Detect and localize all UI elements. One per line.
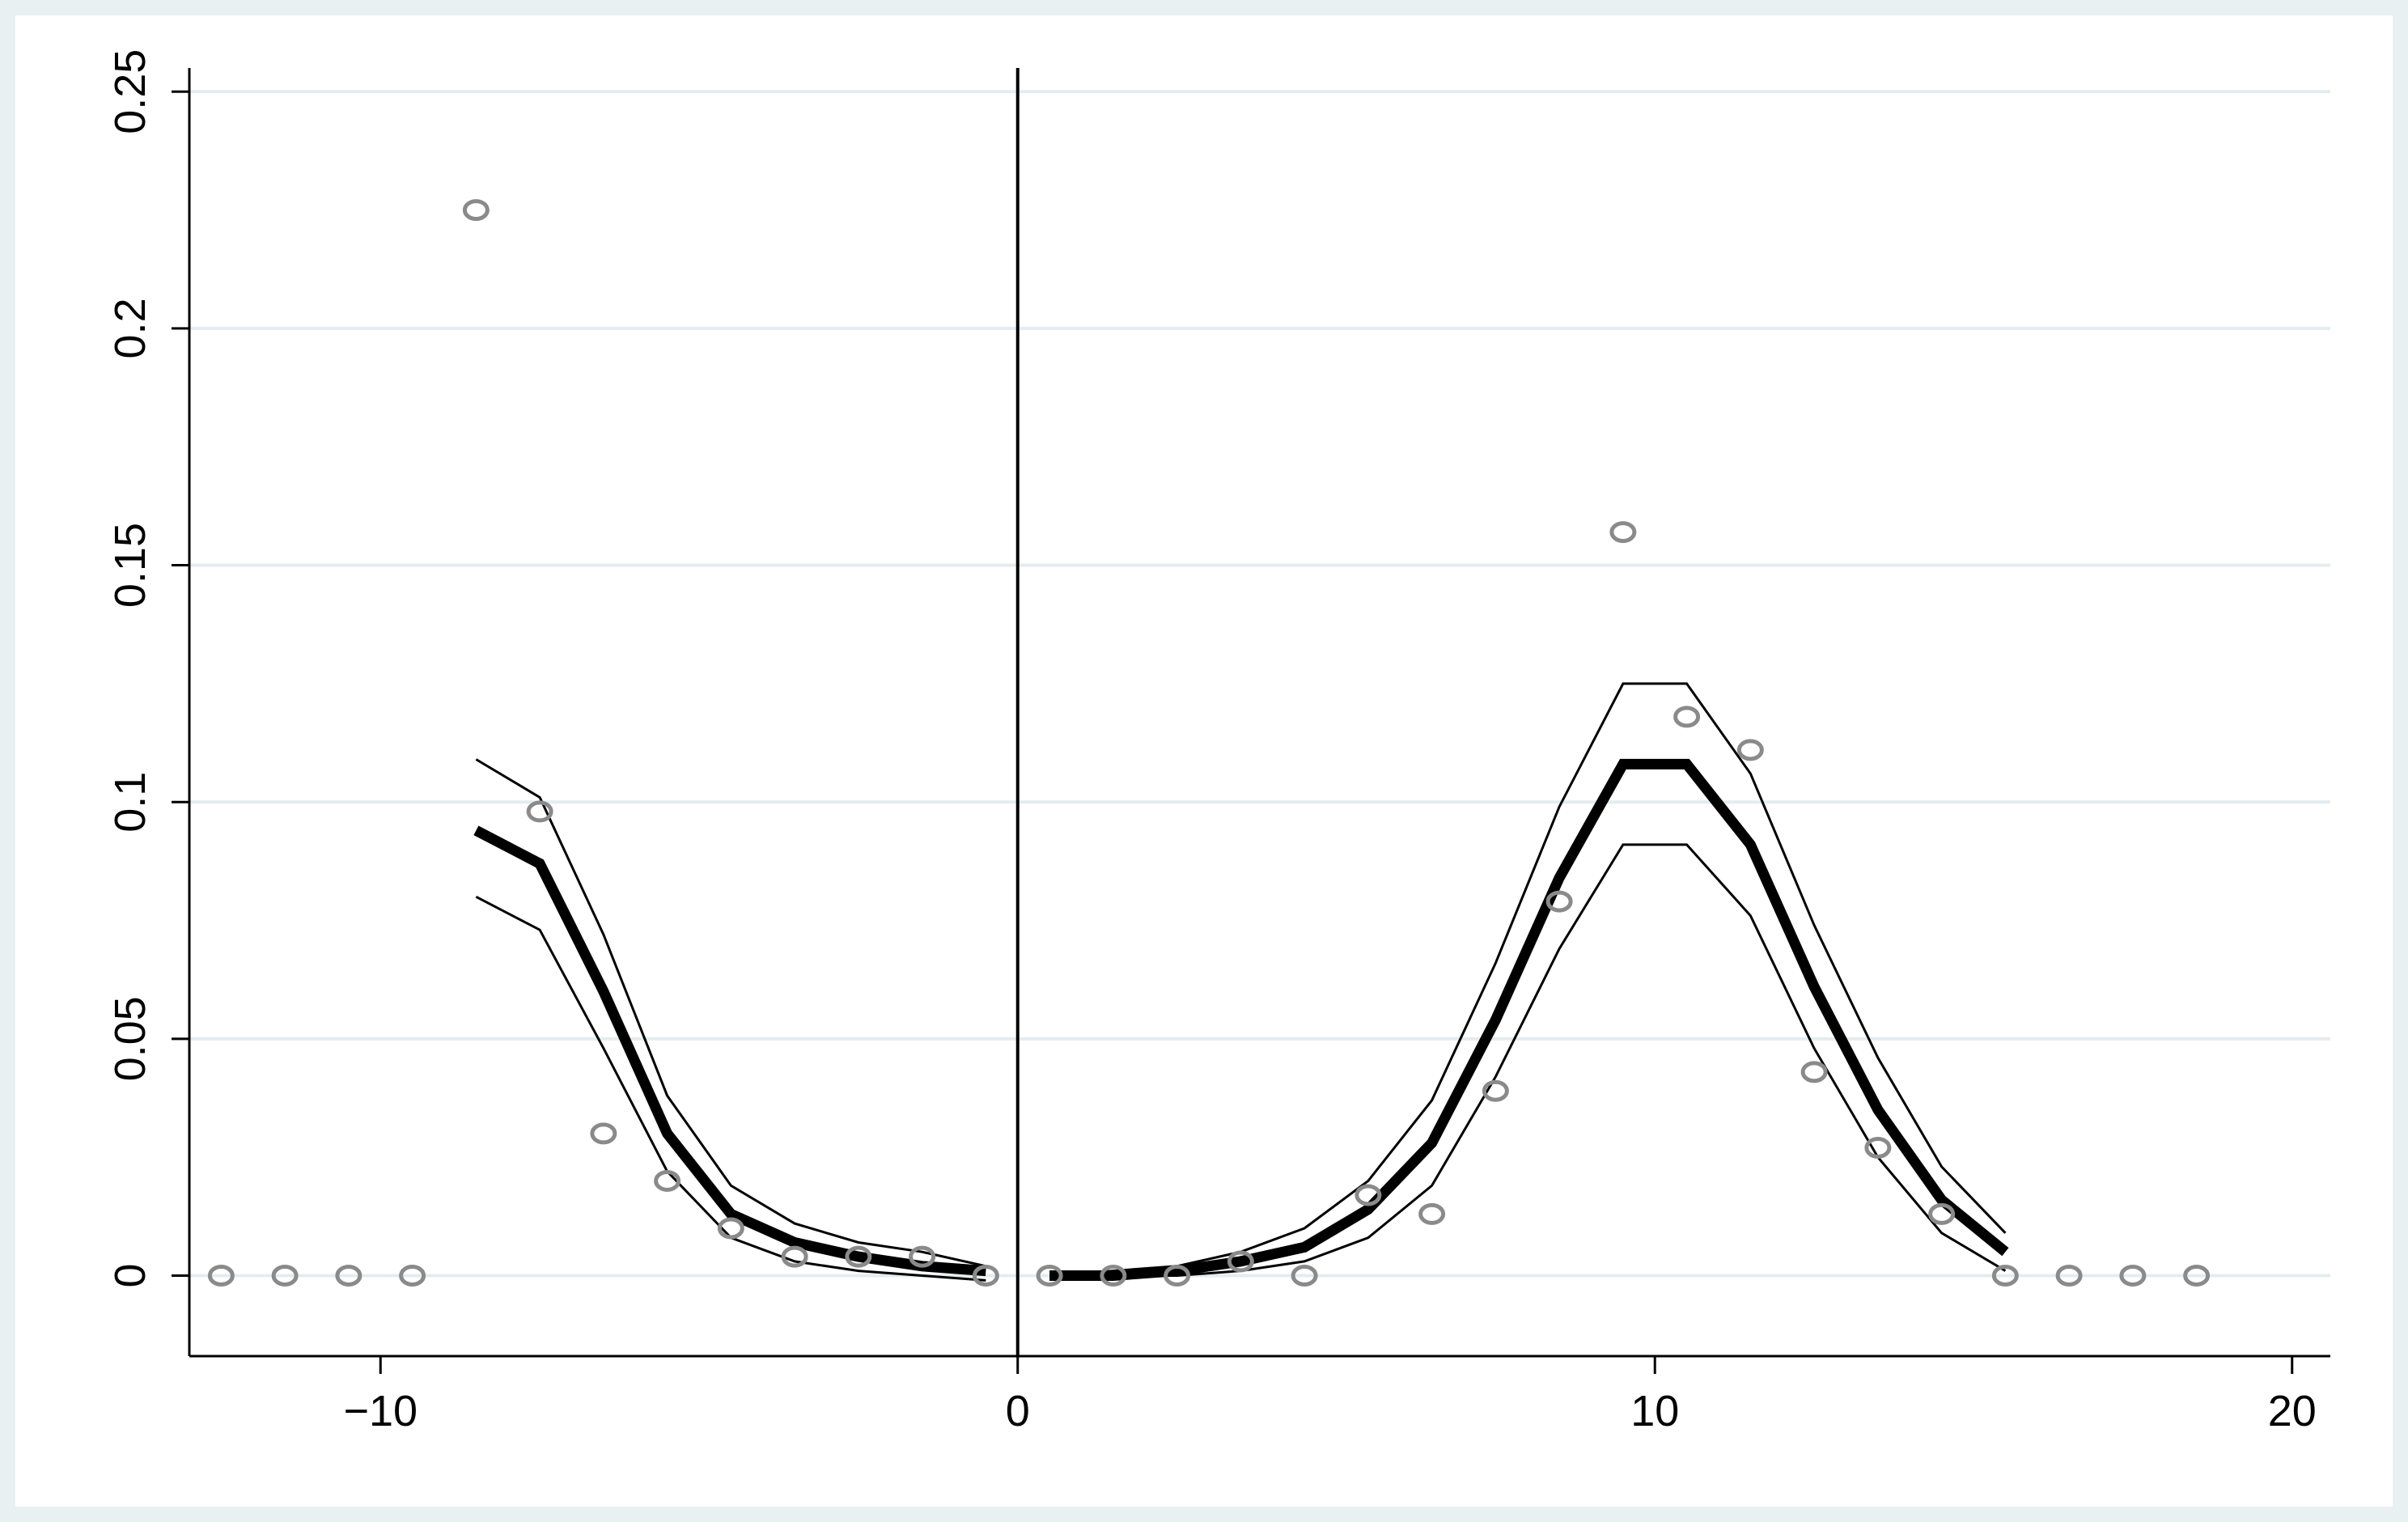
data-point — [335, 1265, 362, 1287]
data-point — [399, 1265, 426, 1287]
axes: 0 0.05 0.1 0.15 0.2 0.25 −10 0 10 20 — [106, 49, 2330, 1435]
data-point — [1036, 1265, 1063, 1287]
data-point — [2119, 1265, 2147, 1287]
data-point — [1928, 1202, 1956, 1225]
data-point — [1291, 1265, 1318, 1287]
data-point — [271, 1265, 299, 1287]
data-point — [462, 199, 490, 222]
y-tick-label: 0.15 — [106, 523, 155, 608]
data-point — [1354, 1184, 1382, 1206]
data-point — [845, 1245, 872, 1268]
y-tick-label: 0 — [106, 1263, 155, 1287]
x-tick-label: −10 — [343, 1387, 418, 1435]
x-tick-label: 0 — [1006, 1387, 1030, 1435]
data-point — [2183, 1265, 2211, 1287]
data-point — [1227, 1250, 1254, 1273]
data-point — [2055, 1265, 2083, 1287]
x-tick-label: 20 — [2268, 1387, 2317, 1435]
data-point — [1482, 1079, 1509, 1102]
data-point — [526, 800, 553, 823]
data-point — [1164, 1265, 1191, 1287]
plot-panel — [15, 15, 2393, 1507]
data-point — [717, 1217, 744, 1240]
data-point — [909, 1245, 936, 1268]
ci-lower-line-right — [1049, 843, 2007, 1277]
data-point — [1100, 1265, 1127, 1287]
fit-line-left — [473, 825, 986, 1277]
data-point — [1609, 521, 1637, 544]
data-point — [972, 1265, 999, 1287]
series — [473, 68, 2009, 1356]
data-point — [1736, 739, 1764, 761]
data-point — [1800, 1061, 1828, 1083]
data-point — [781, 1245, 808, 1268]
data-point — [1418, 1202, 1446, 1225]
ci-upper-line-left — [475, 758, 986, 1268]
data-point — [1864, 1136, 1892, 1159]
data-point — [1545, 890, 1573, 913]
x-tick-label: 10 — [1630, 1387, 1679, 1435]
y-tick-label: 0.05 — [106, 996, 155, 1081]
ci-upper-line-right — [1049, 682, 2007, 1277]
data-point — [590, 1122, 617, 1145]
y-tick-label: 0.25 — [106, 49, 155, 134]
data-point — [207, 1265, 235, 1287]
fit-line-right — [1049, 758, 2009, 1281]
y-tick-label: 0.2 — [106, 298, 155, 358]
data-points — [207, 199, 2211, 1287]
data-point — [654, 1169, 681, 1192]
data-point — [1673, 706, 1701, 728]
ci-lower-line-left — [475, 895, 986, 1282]
y-tick-label: 0.1 — [106, 772, 155, 833]
gridlines — [189, 90, 2330, 1278]
data-point — [1991, 1265, 2019, 1287]
